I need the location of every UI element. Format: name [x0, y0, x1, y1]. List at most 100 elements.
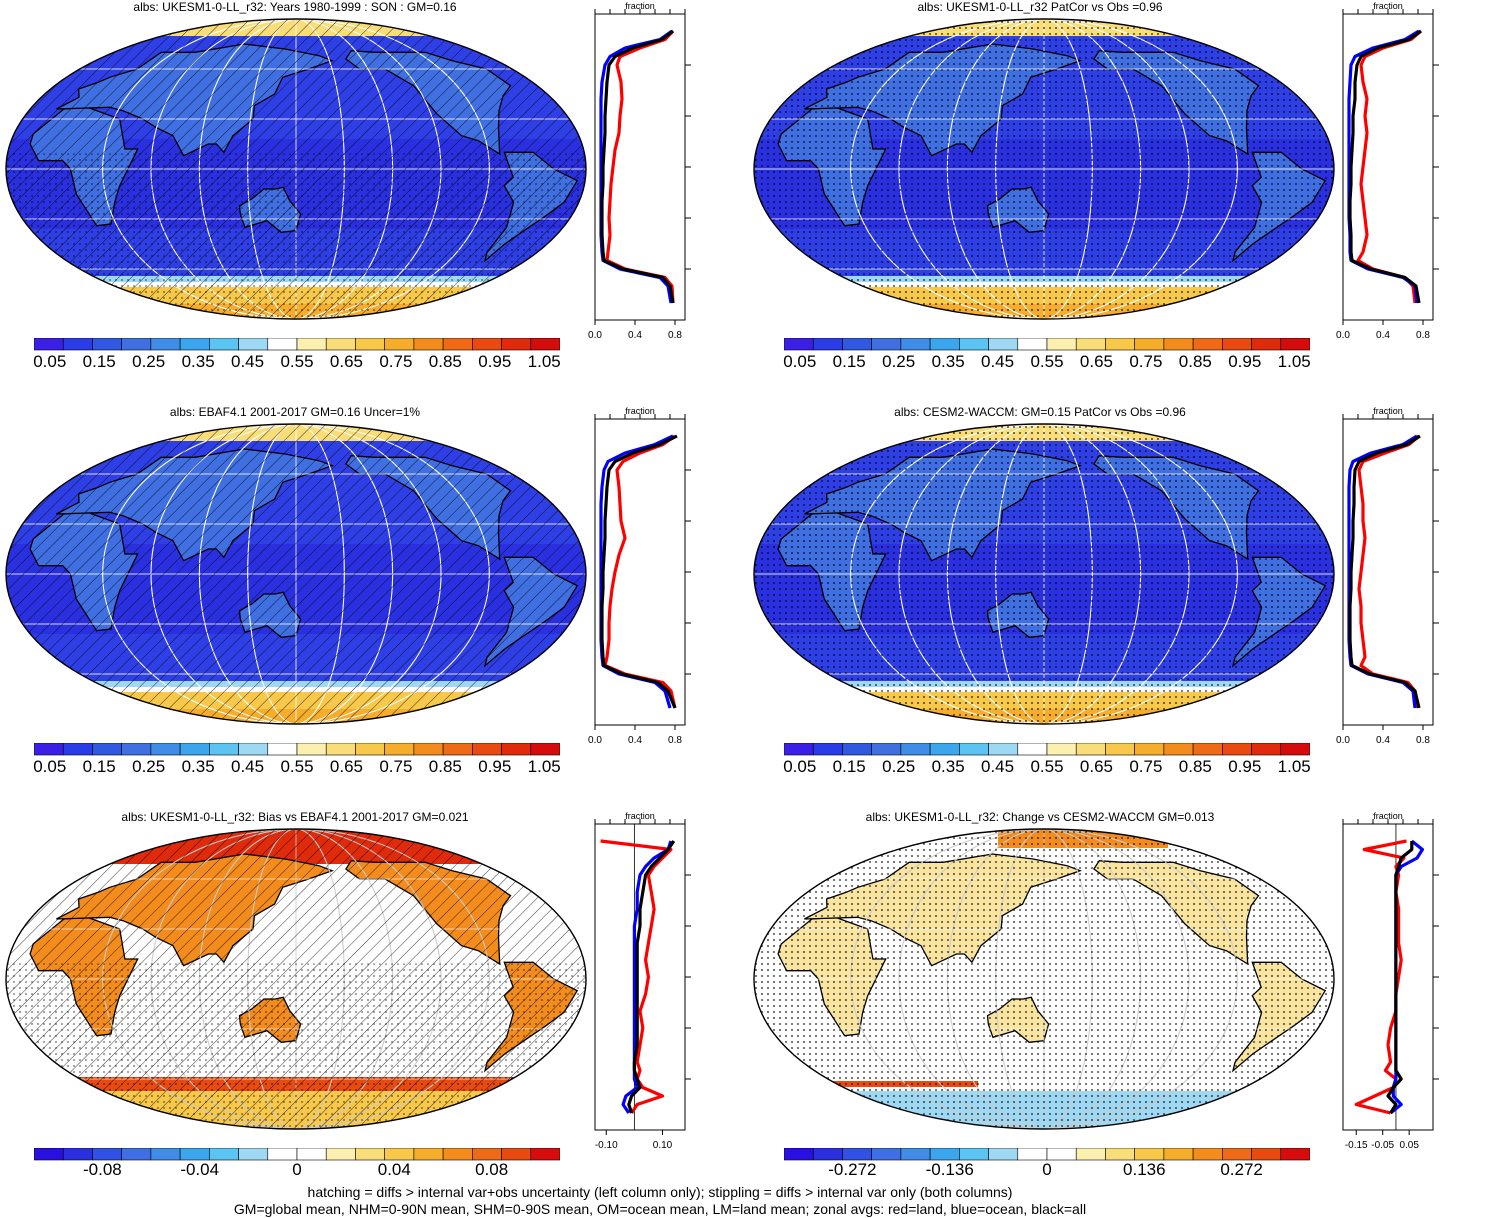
colorbar-swatch — [1046, 338, 1077, 351]
colorbar-tick-label: 0.95 — [478, 352, 512, 371]
colorbar-swatch — [442, 743, 473, 756]
colorbar-swatch — [384, 743, 415, 756]
colorbar-swatch — [1251, 1148, 1282, 1161]
colorbar-tick-label: 0.75 — [379, 757, 413, 776]
zonal-xtick-label: 0.05 — [1399, 1140, 1419, 1151]
colorbar-tick-label: 0.95 — [1228, 757, 1262, 776]
zonal-xtick-label: 0.0 — [588, 735, 602, 746]
colorbar-swatch — [530, 1148, 560, 1161]
colorbar-swatch — [1046, 743, 1077, 756]
colorbar-swatch — [121, 338, 152, 351]
colorbar-tick-label: 0.45 — [981, 757, 1015, 776]
colorbar-swatch — [296, 1148, 327, 1161]
colorbar-tick-label: 0.45 — [981, 352, 1015, 371]
colorbar-swatch — [1280, 743, 1310, 756]
colorbar-labels-panel-2: 0.05 0.15 0.25 0.35 0.45 0.55 0.65 0.75 0.85 0.95… — [783, 352, 1311, 372]
map-panel-4 — [753, 423, 1335, 725]
colorbar-panel-4 — [784, 743, 1310, 756]
colorbar-tick-label: 0.95 — [478, 757, 512, 776]
colorbar-swatch — [92, 1148, 122, 1161]
panel-title-3: albs: EBAF4.1 2001-2017 GM=0.16 Uncer=1% — [169, 405, 421, 419]
colorbar-swatch — [1280, 1148, 1310, 1161]
zonal-xtick-label: 0.4 — [628, 735, 642, 746]
colorbar-panel-6 — [784, 1148, 1310, 1161]
colorbar-tick-label: 0.08 — [475, 1160, 509, 1179]
colorbar-swatch — [784, 338, 814, 351]
colorbar-swatch — [929, 338, 960, 351]
colorbar-tick-label: 0.04 — [377, 1160, 411, 1179]
colorbar-tick-label: 0.05 — [33, 352, 67, 371]
colorbar-swatch — [325, 743, 356, 756]
colorbar-swatch — [1017, 743, 1048, 756]
colorbar-tick-label: 0.05 — [783, 757, 817, 776]
zonal-line-ocean — [621, 840, 673, 1114]
colorbar-swatch — [988, 743, 1019, 756]
colorbar-swatch — [267, 1148, 298, 1161]
colorbar-swatch — [1134, 1148, 1165, 1161]
zonal-xtick-label: 0.4 — [628, 330, 642, 341]
colorbar-swatch — [501, 338, 532, 351]
colorbar-swatch — [929, 743, 960, 756]
colorbar-tick-label: 0.65 — [329, 757, 363, 776]
colorbar-swatch — [812, 338, 843, 351]
colorbar-tick-label: 0.55 — [1030, 352, 1064, 371]
colorbar-swatch — [1075, 1148, 1106, 1161]
zonal-xtick-label: 0.8 — [668, 735, 682, 746]
colorbar-tick-label: 0.65 — [329, 352, 363, 371]
colorbar-tick-label: 0.75 — [379, 352, 413, 371]
colorbar-tick-label: -0.08 — [83, 1160, 122, 1179]
colorbar-labels-panel-6: -0.272 -0.136 0 0.136 0.272 — [784, 1160, 1310, 1180]
colorbar-swatch — [1251, 743, 1282, 756]
colorbar-tick-label: 0.35 — [931, 757, 965, 776]
colorbar-swatch — [959, 743, 989, 756]
colorbar-swatch — [1192, 1148, 1223, 1161]
colorbar-swatch — [325, 1148, 356, 1161]
colorbar-tick-label: 1.05 — [527, 352, 561, 371]
colorbar-swatch — [530, 338, 560, 351]
colorbar-panel-3 — [34, 743, 560, 756]
panel-title-1: albs: UKESM1-0-LL_r32: Years 1980-1999 :… — [133, 0, 457, 14]
colorbar-labels-panel-4: 0.05 0.15 0.25 0.35 0.45 0.55 0.65 0.75 0.85 0.95… — [783, 757, 1311, 777]
colorbar-swatch — [34, 1148, 64, 1161]
colorbar-swatch — [842, 338, 872, 351]
colorbar-swatch — [959, 1148, 989, 1161]
zonal-line-land — [1354, 839, 1407, 1115]
zonal-xtick-label: 0.0 — [588, 330, 602, 341]
colorbar-swatch — [179, 338, 210, 351]
colorbar-swatch — [1280, 338, 1310, 351]
zonal-xtick-label: 0.10 — [653, 1140, 673, 1151]
zonal-line-land — [1357, 434, 1421, 709]
colorbar-swatch — [900, 338, 931, 351]
colorbar-swatch — [1017, 338, 1048, 351]
panel-title-6: albs: UKESM1-0-LL_r32: Change vs CESM2-W… — [865, 810, 1215, 824]
colorbar-swatch — [1105, 338, 1135, 351]
colorbar-tick-label: 0.25 — [882, 757, 916, 776]
colorbar-tick-label: -0.136 — [925, 1160, 974, 1179]
zonal-line-land — [603, 434, 677, 709]
colorbar-tick-label: 0.15 — [832, 352, 866, 371]
colorbar-tick-label: 0.45 — [231, 352, 265, 371]
colorbar-swatch — [209, 743, 239, 756]
zonal-xtick-label: 0.0 — [1336, 735, 1350, 746]
colorbar-swatch — [238, 743, 269, 756]
zonal-xtick-label: 0.4 — [1376, 735, 1390, 746]
colorbar-labels-panel-3: 0.05 0.15 0.25 0.35 0.45 0.55 0.65 0.75 0.85 0.95… — [33, 757, 561, 777]
colorbar-swatch — [413, 338, 444, 351]
colorbar-swatch — [355, 338, 385, 351]
zonal-xtick-label: 0.8 — [1416, 735, 1430, 746]
colorbar-swatch — [384, 1148, 415, 1161]
colorbar-swatch — [121, 1148, 152, 1161]
colorbar-tick-label: 0.15 — [82, 757, 116, 776]
colorbar-swatch — [62, 338, 93, 351]
colorbar-swatch — [1134, 338, 1165, 351]
colorbar-swatch — [1192, 338, 1223, 351]
colorbar-swatch — [62, 743, 93, 756]
colorbar-swatch — [959, 338, 989, 351]
colorbar-swatch — [1192, 743, 1223, 756]
colorbar-tick-label: 0.55 — [280, 757, 314, 776]
zonal-line-land — [1356, 29, 1423, 304]
zonal-xlabel: fraction — [1373, 811, 1403, 821]
colorbar-swatch — [413, 1148, 444, 1161]
colorbar-tick-label: 0.35 — [931, 352, 965, 371]
colorbar-tick-label: 0.15 — [832, 757, 866, 776]
